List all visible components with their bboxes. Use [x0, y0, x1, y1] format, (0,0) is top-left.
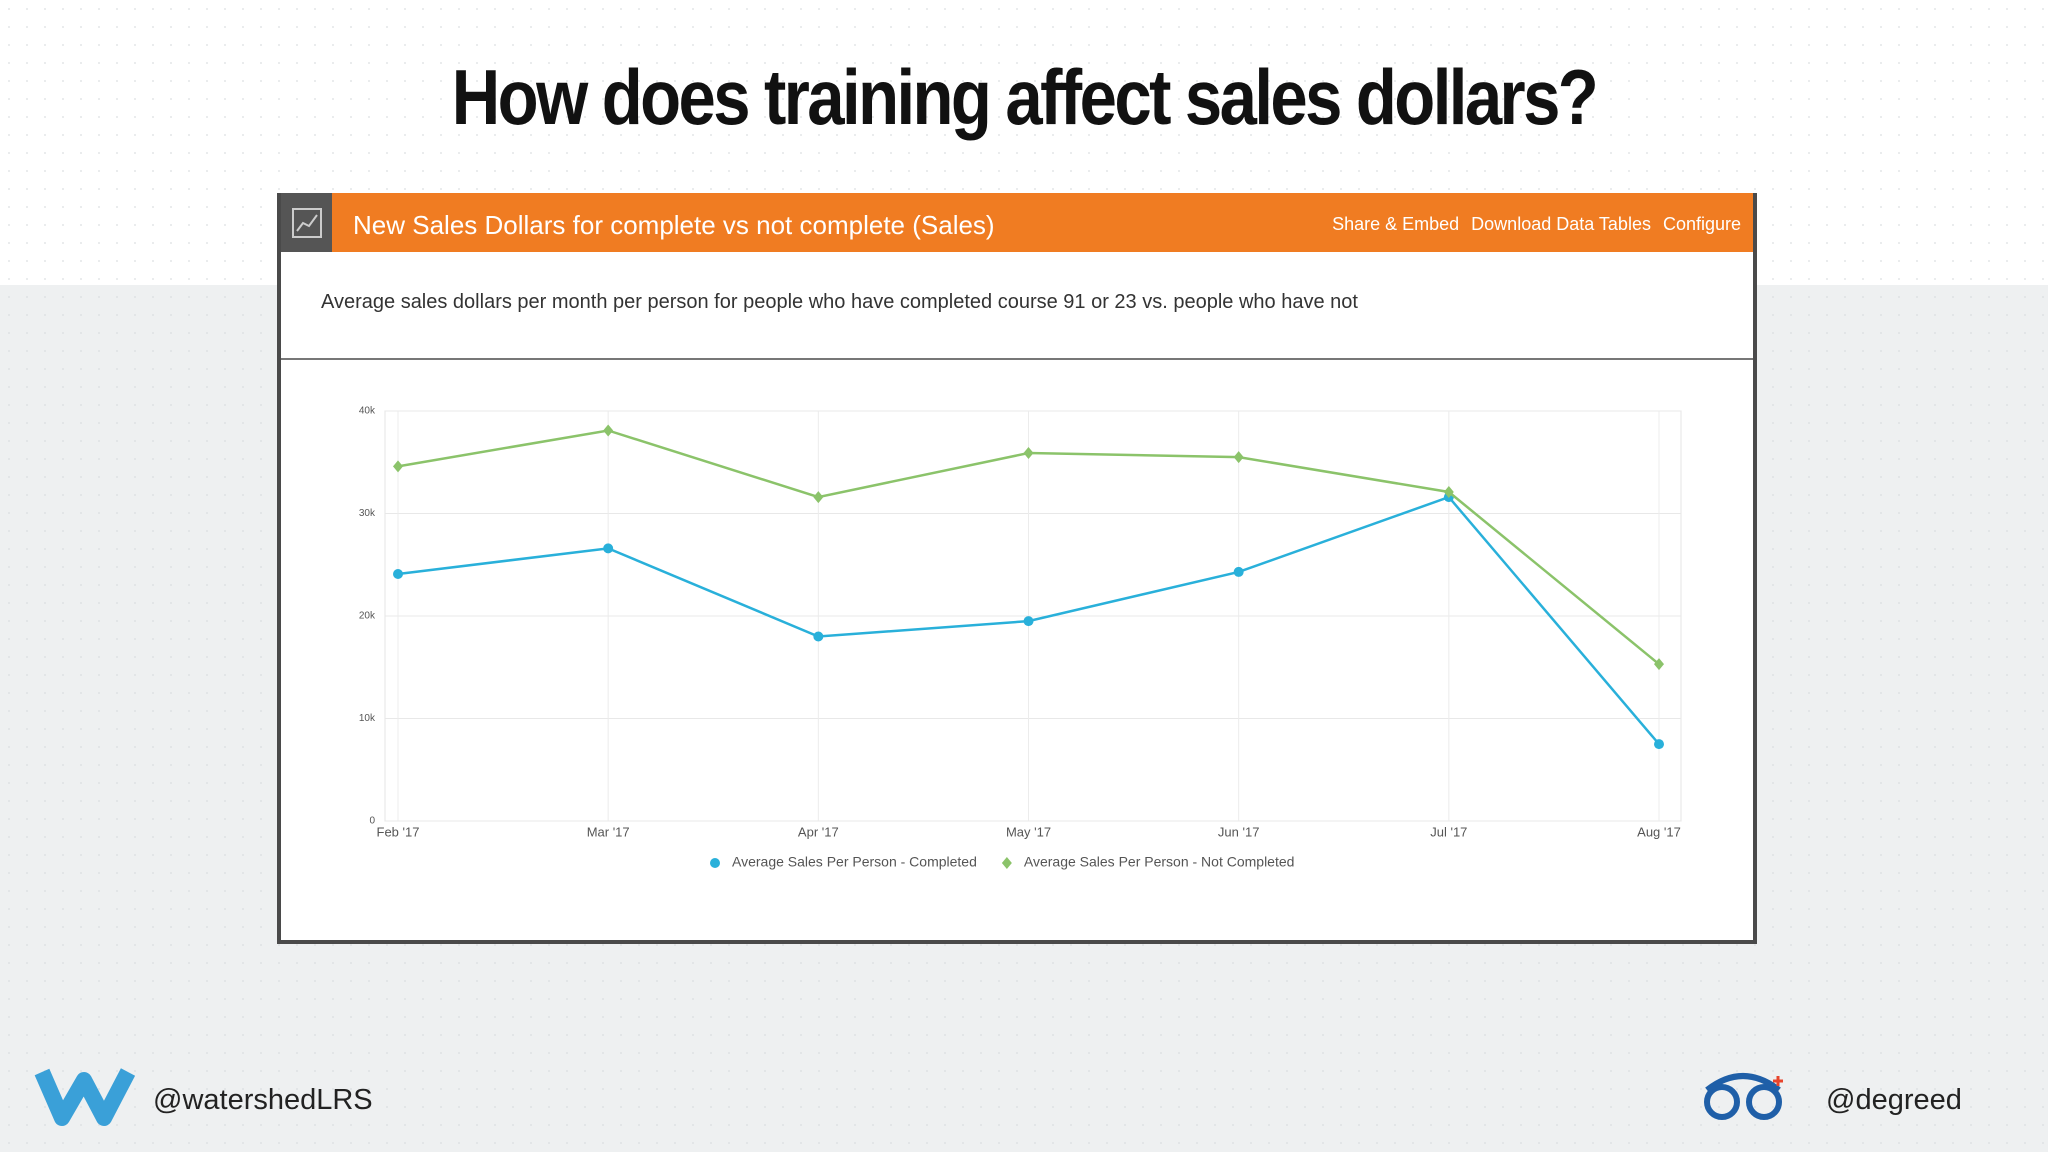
y-tick-label: 30k: [359, 508, 376, 519]
slide-title: How does training affect sales dollars?: [451, 53, 1599, 141]
y-tick-label: 0: [369, 816, 375, 827]
x-tick-label: Aug '17: [1637, 824, 1681, 839]
footer-handle: @degreed: [1826, 1084, 1962, 1116]
link[interactable]: Configure: [1662, 214, 1741, 234]
y-tick-label: 10k: [359, 713, 376, 724]
description: Average sales dollars per month per pers…: [321, 291, 1358, 313]
card-header: New Sales Dollars for complete vs not co…: [281, 193, 1753, 252]
header-links: Share & Embed Download Data Tables Confi…: [1332, 214, 1741, 235]
data-point: [813, 631, 824, 642]
chart-title: New Sales Dollars for complete vs not co…: [353, 210, 995, 240]
y-tick-label: 20k: [359, 611, 376, 622]
x-tick-label: Feb '17: [377, 824, 420, 839]
y-tick-label: 40k: [359, 406, 376, 417]
data-point: [603, 543, 614, 554]
data-point: [1023, 616, 1034, 627]
data-point: [1654, 739, 1664, 750]
chart-icon: [281, 193, 332, 252]
data-point: [1443, 485, 1454, 498]
link[interactable]: Share & Embed: [1332, 214, 1460, 234]
link[interactable]: Download Data Tables: [1471, 214, 1651, 234]
data-point: [393, 568, 403, 579]
x-tick-label: May '17: [1006, 824, 1051, 839]
legend-label: Average Sales Per Person - Not Completed: [1024, 854, 1295, 870]
data-point: [393, 460, 403, 473]
legend-marker: [710, 858, 720, 868]
x-tick-label: Mar '17: [587, 824, 630, 839]
legend-label: Average Sales Per Person - Completed: [732, 854, 977, 870]
separator: [281, 358, 1753, 360]
footer-handle: @watershedLRS: [153, 1084, 373, 1116]
data-point: [603, 424, 614, 437]
data-point: [1233, 451, 1244, 464]
x-tick-label: Apr '17: [798, 824, 839, 839]
data-point: [1023, 447, 1034, 460]
legend-marker: [1001, 857, 1012, 869]
data-point: [1654, 658, 1664, 671]
data-point: [813, 491, 824, 504]
data-point: [1233, 566, 1244, 577]
x-tick-label: Jun '17: [1218, 824, 1260, 839]
x-tick-label: Jul '17: [1430, 824, 1467, 839]
icon-svg: [292, 208, 322, 238]
